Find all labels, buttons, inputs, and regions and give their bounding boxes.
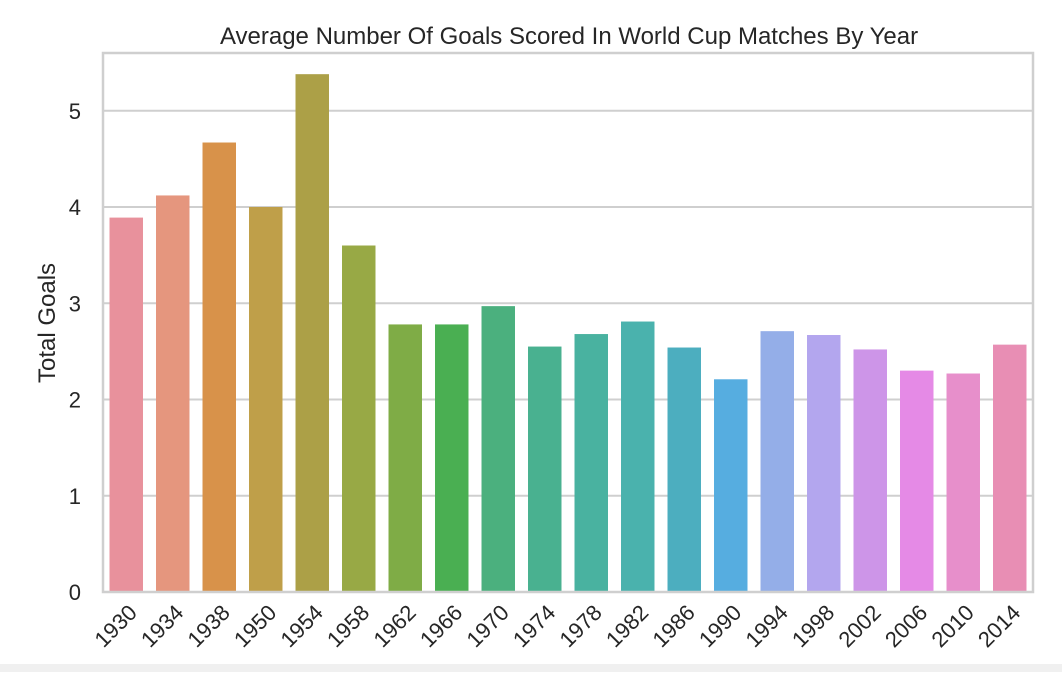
bottom-strip [0,664,1062,672]
gridlines [103,109,1033,593]
x-tick-label: 1994 [740,600,792,652]
x-tick-label: 1930 [89,600,141,652]
bar-1990 [714,379,748,592]
x-tick-label: 2010 [926,600,978,652]
y-tick-label: 3 [69,291,81,316]
bar-1938 [202,142,236,592]
y-tick-label: 1 [69,484,81,509]
bar-1998 [807,335,841,592]
bar-1974 [528,346,562,592]
chart-title: Average Number Of Goals Scored In World … [220,23,918,50]
x-tick-label: 2014 [973,600,1025,652]
bar-1958 [342,245,376,592]
y-tick-label: 5 [69,99,81,124]
plot-frame [101,51,1035,594]
bar-1986 [667,347,701,592]
y-tick-label: 2 [69,388,81,413]
y-axis-label: Total Goals [34,263,61,383]
x-tick-label: 1990 [694,600,746,652]
bar-1970 [481,306,515,592]
y-tick-label: 0 [69,580,81,605]
x-tick-label: 2002 [833,600,885,652]
y-tick-labels: 0 1 2 3 4 5 [69,99,81,605]
y-tick-label: 4 [69,195,81,220]
x-tick-label: 1998 [787,600,839,652]
bar-2002 [853,349,887,592]
bar-1982 [621,321,655,592]
bars [109,74,1027,593]
bar-2010 [946,373,980,592]
bar-2006 [900,370,934,592]
x-tick-label: 1950 [229,600,281,652]
bar-2014 [993,344,1027,592]
bar-1962 [388,324,422,592]
bar-1954 [295,74,329,593]
x-tick-label: 2006 [880,600,932,652]
x-tick-label: 1978 [554,600,606,652]
x-tick-label: 1966 [415,600,467,652]
bar-1950 [249,207,283,592]
plot-border [101,51,1035,594]
bar-1930 [109,217,143,592]
bar-1994 [760,331,794,592]
x-tick-label: 1962 [368,600,420,652]
x-tick-label: 1982 [601,600,653,652]
x-tick-label: 1970 [461,600,513,652]
bar-1966 [435,324,469,592]
x-tick-label: 1954 [275,600,327,652]
x-tick-labels: 1930193419381950195419581962196619701974… [89,600,1025,652]
x-tick-label: 1986 [647,600,699,652]
bar-1934 [156,195,190,592]
bar-1978 [574,334,608,592]
x-tick-label: 1938 [182,600,234,652]
x-tick-label: 1974 [508,600,560,652]
x-tick-label: 1934 [136,600,188,652]
x-tick-label: 1958 [322,600,374,652]
